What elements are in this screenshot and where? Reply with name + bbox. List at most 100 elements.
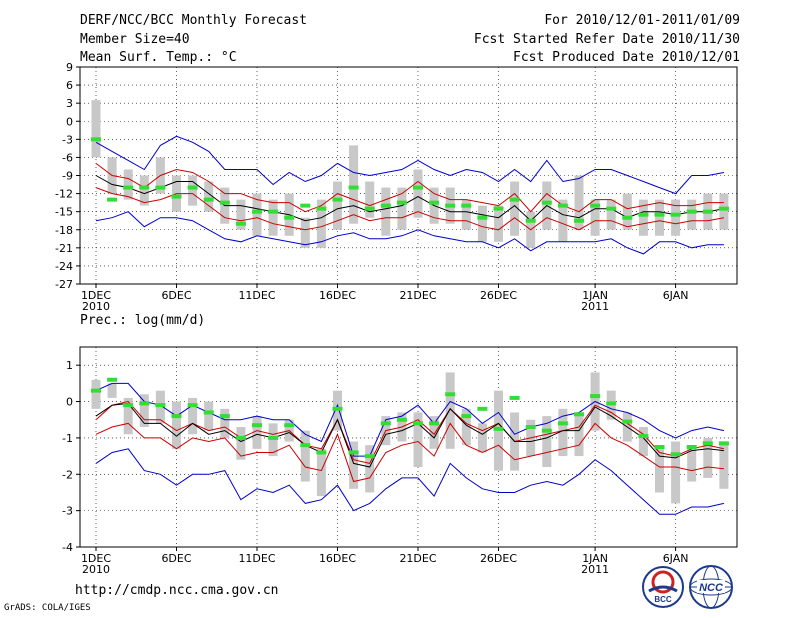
temp-xtick-label: 1JAN: [582, 289, 608, 302]
temp-xtick-year: 2010: [82, 300, 110, 313]
temp-obs-mark: [380, 203, 391, 208]
source-url[interactable]: http://cmdp.ncc.cma.gov.cn: [75, 583, 279, 598]
precip-xtick-year: 2010: [82, 563, 110, 576]
temp-ensemble-box: [622, 193, 632, 230]
precip-obs-mark: [268, 435, 279, 440]
precip-obs-mark: [541, 428, 552, 433]
temp-ytick-label: -18: [55, 224, 73, 237]
temp-obs-mark: [654, 212, 665, 217]
temp-ytick-label: -12: [55, 188, 73, 201]
temp-obs-mark: [396, 200, 407, 205]
forecast-produced-date: Fcst Produced Date 2010/12/01: [513, 50, 740, 65]
temp-ensemble-box: [397, 187, 407, 230]
temp-obs-mark: [622, 215, 633, 220]
temp-ensemble-box: [139, 175, 149, 206]
grads-credit: GrADS: COLA/IGES: [4, 603, 91, 613]
temp-obs-mark: [574, 218, 584, 223]
precip-ensemble-box: [188, 397, 198, 435]
temp-ensemble-box: [558, 199, 568, 242]
precip-ensemble-box: [139, 394, 149, 427]
temp-ensemble-box: [123, 169, 133, 200]
precip-obs-mark: [91, 388, 101, 393]
temp-obs-mark: [187, 185, 198, 190]
precip-line-lower-extreme: [95, 448, 725, 515]
precip-obs-mark: [123, 403, 134, 408]
temp-obs-mark: [525, 218, 536, 223]
temp-ensemble-box: [91, 100, 101, 158]
temp-xtick-year: 2011: [581, 300, 609, 313]
temp-line-upper-spread: [95, 163, 724, 213]
precip-ensemble-box: [638, 427, 648, 457]
precip-obs-mark: [332, 406, 343, 411]
precip-obs-mark: [348, 450, 359, 455]
temp-ensemble-box: [236, 199, 246, 230]
precip-ensemble-box: [687, 448, 697, 482]
temp-ensemble-box: [204, 181, 214, 212]
temp-ensemble-box: [638, 199, 648, 236]
precip-ensemble-box: [703, 437, 713, 478]
precip-ensemble-box: [172, 401, 181, 449]
temp-xtick-label: 16DEC: [319, 289, 356, 302]
temp-ytick-label: 0: [66, 115, 73, 128]
temp-obs-mark: [252, 209, 262, 214]
temp-ytick-label: -15: [55, 206, 73, 219]
temp-obs-mark: [219, 200, 230, 205]
temp-obs-mark: [284, 215, 295, 220]
precip-obs-mark: [300, 443, 311, 448]
precip-ytick-label: -4: [62, 541, 73, 554]
chart-title: DERF/NCC/BCC Monthly Forecast: [80, 13, 307, 28]
precip-xtick-label: 1JAN: [582, 552, 608, 565]
precip-ensemble-box: [574, 412, 584, 457]
temp-obs-mark: [316, 206, 327, 211]
precip-ensemble-box: [413, 412, 423, 467]
precip-obs-mark: [107, 377, 118, 382]
precip-line-upper-extreme: [95, 382, 725, 457]
temp-obs-mark: [123, 185, 134, 190]
temp-obs-mark: [107, 197, 118, 202]
temp-ensemble-box: [494, 205, 503, 242]
variable-label: Mean Surf. Temp.: °C: [80, 50, 237, 65]
temp-ensemble-box: [655, 199, 664, 236]
temp-obs-mark: [235, 221, 246, 226]
precip-xtick-label: 26DEC: [480, 552, 517, 565]
precip-obs-mark: [622, 419, 633, 424]
precip-ytick-label: -2: [62, 468, 73, 481]
temp-xtick-label: 11DEC: [238, 289, 275, 302]
temp-ytick-label: -21: [55, 242, 73, 255]
temp-ensemble-box: [268, 199, 278, 236]
member-size: Member Size=40: [80, 32, 190, 47]
precip-obs-mark: [718, 441, 729, 446]
precip-obs-mark: [686, 445, 697, 449]
precip-obs-mark: [590, 394, 601, 399]
precip-ensemble-box: [719, 441, 729, 489]
precip-xtick-label: 6DEC: [161, 552, 191, 565]
precip-ensemble-box: [558, 408, 568, 457]
precip-obs-mark: [155, 403, 166, 408]
precip-ensemble-box: [252, 416, 262, 449]
temp-ensemble-box: [719, 193, 729, 230]
precip-plot-frame: [79, 346, 738, 548]
precip-ytick-label: -1: [62, 432, 73, 445]
temp-obs-mark: [606, 206, 617, 211]
temp-obs-mark: [477, 215, 488, 220]
temp-obs-mark: [557, 203, 568, 208]
temp-line-lower-spread: [95, 187, 724, 231]
temp-ytick-label: -9: [62, 170, 73, 183]
precip-obs-mark: [396, 417, 407, 422]
precip-ensemble-box: [429, 416, 439, 449]
precip-ensemble-box: [445, 372, 455, 449]
temp-ytick-label: -3: [62, 133, 73, 146]
temp-ytick-label: 9: [66, 61, 73, 74]
temp-ytick-label: 3: [66, 97, 73, 110]
temp-obs-mark: [139, 185, 150, 190]
temp-ensemble-box: [381, 187, 391, 236]
precip-ensemble-box: [236, 427, 246, 460]
precip-obs-mark: [670, 452, 681, 457]
precip-obs-mark: [445, 392, 456, 397]
precip-obs-mark: [702, 441, 713, 446]
precip-obs-mark: [171, 414, 182, 419]
precip-obs-mark: [380, 421, 391, 426]
temp-obs-mark: [461, 203, 472, 208]
precip-xtick-label: 21DEC: [399, 552, 436, 565]
precip-obs-mark: [413, 421, 423, 426]
